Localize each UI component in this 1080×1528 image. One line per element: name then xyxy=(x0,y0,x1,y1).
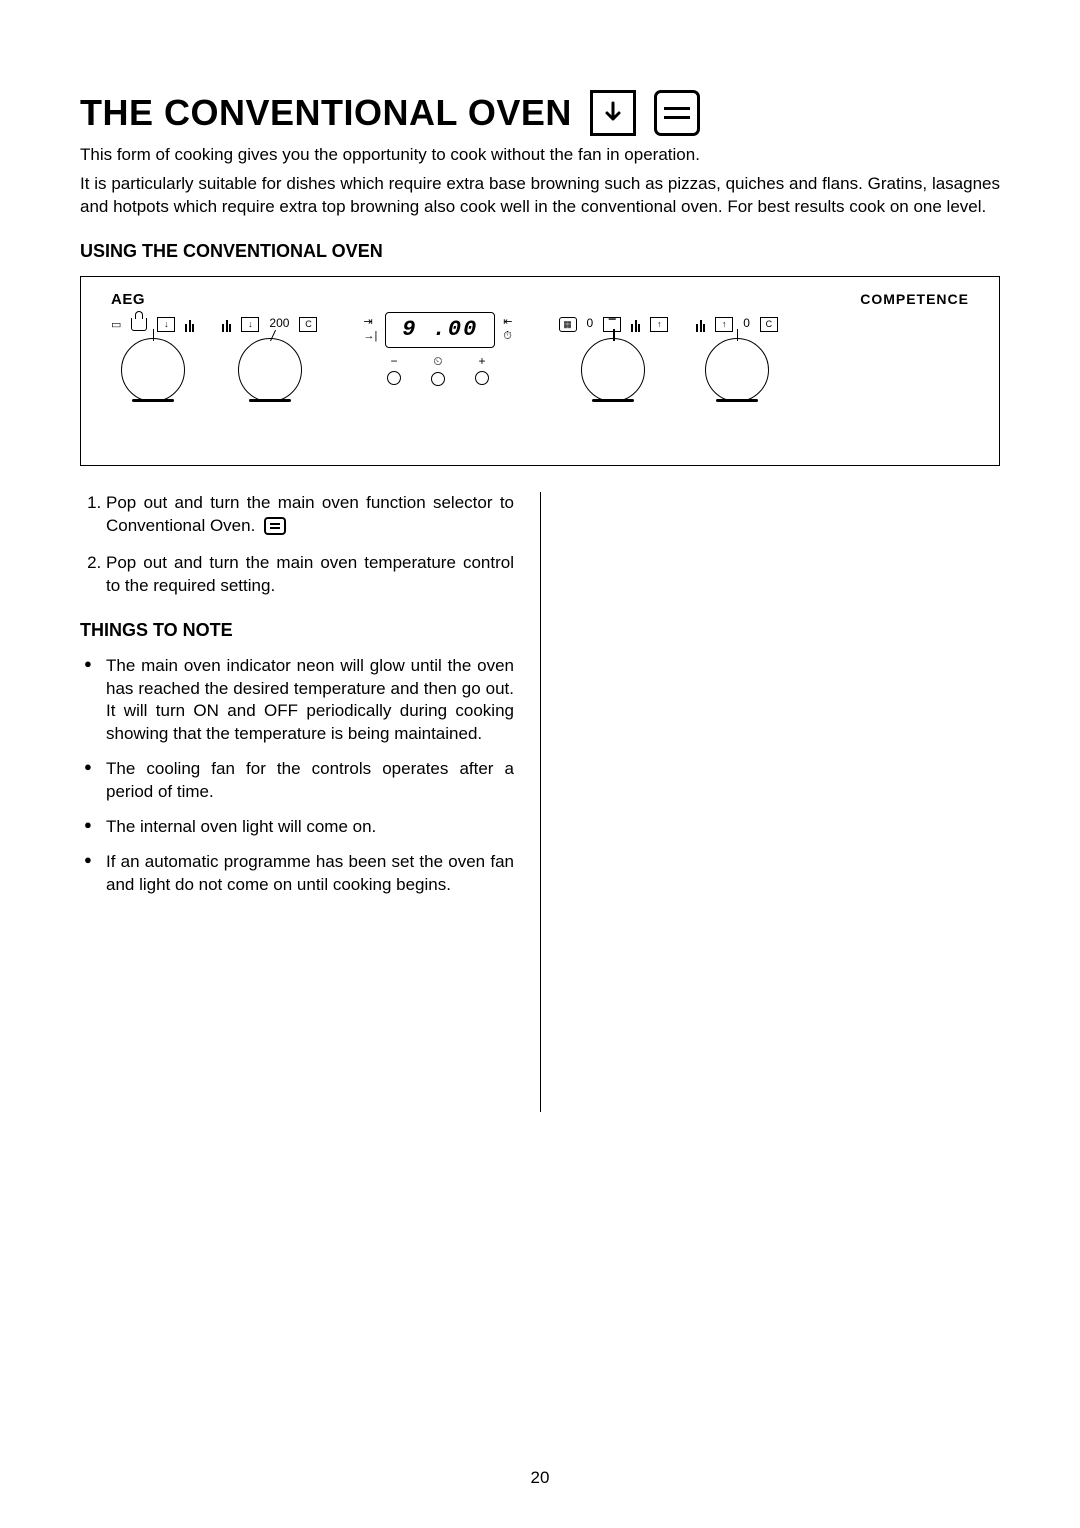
timer-right-icons: ⇤⏱ xyxy=(503,317,512,342)
steps-list: Pop out and turn the main oven function … xyxy=(80,492,514,598)
down-arrow-icon xyxy=(590,90,636,136)
minus-button xyxy=(387,371,401,385)
panel-header: AEG COMPETENCE xyxy=(111,291,969,308)
note-2: The cooling fan for the controls operate… xyxy=(84,758,514,804)
manual-page: THE CONVENTIONAL OVEN This form of cooki… xyxy=(0,0,1080,1528)
cook-time-icon: ⇥ xyxy=(363,317,377,328)
main-function-knob: ▭ ↓ xyxy=(111,314,194,402)
timer-display: 9 .00 xyxy=(385,312,495,348)
note-3: The internal oven light will come on. xyxy=(84,816,514,839)
up-temp-icon: ↑ xyxy=(715,317,733,332)
end-time-icon: →| xyxy=(363,331,377,342)
bars-icon xyxy=(185,318,194,332)
step-1: Pop out and turn the main oven function … xyxy=(106,492,514,538)
notes-list: The main oven indicator neon will glow u… xyxy=(80,655,514,897)
step-2: Pop out and turn the main oven temperatu… xyxy=(106,552,514,598)
minus-icon: − xyxy=(390,354,397,368)
section-using-heading: USING THE CONVENTIONAL OVEN xyxy=(80,241,1000,262)
second-oven-knob-group: ▦ 0 ▔ ↑ ↑ 0 C xyxy=(559,314,778,402)
mode-icon: ⏲ xyxy=(433,354,442,369)
clock-icon: ⏱ xyxy=(503,331,512,342)
top-heat-icon: ▔ xyxy=(603,317,621,332)
page-number: 20 xyxy=(0,1468,1080,1488)
lock-icon xyxy=(131,318,147,331)
bars-icon xyxy=(631,318,640,332)
timer-buttons: − ⏲ + xyxy=(387,354,489,386)
light-icon: ▭ xyxy=(111,318,121,331)
mode-button xyxy=(431,372,445,386)
zero-label: 0 xyxy=(587,316,594,330)
note-1: The main oven indicator neon will glow u… xyxy=(84,655,514,747)
column-divider xyxy=(540,492,541,1112)
celsius-icon-2: C xyxy=(760,317,778,332)
controls-row: ▭ ↓ ↓ 200 C xyxy=(111,314,969,402)
plus-icon: + xyxy=(478,354,485,368)
bars-icon xyxy=(696,318,705,332)
main-oven-knob-group: ▭ ↓ ↓ 200 C xyxy=(111,314,317,402)
two-column-body: Pop out and turn the main oven function … xyxy=(80,492,1000,1112)
down-temp-icon: ↓ xyxy=(241,317,259,332)
brand-label: AEG xyxy=(111,291,145,308)
control-panel-diagram: AEG COMPETENCE ▭ ↓ ↓ xyxy=(80,276,1000,466)
plus-button xyxy=(475,371,489,385)
intro-line-1: This form of cooking gives you the oppor… xyxy=(80,144,1000,167)
conventional-oven-icon xyxy=(654,90,700,136)
main-temp-knob: ↓ 200 C xyxy=(222,314,317,402)
conventional-oven-icon xyxy=(264,517,286,535)
temp-value: 200 xyxy=(269,316,289,330)
celsius-icon: C xyxy=(299,317,317,332)
competence-label: COMPETENCE xyxy=(860,291,969,308)
timer-block: ⇥→| 9 .00 ⇤⏱ − ⏲ + xyxy=(363,312,512,386)
page-title: THE CONVENTIONAL OVEN xyxy=(80,92,572,134)
down-mode-icon: ↓ xyxy=(157,317,175,332)
bars-icon xyxy=(222,318,231,332)
title-row: THE CONVENTIONAL OVEN xyxy=(80,90,1000,136)
things-to-note-heading: THINGS TO NOTE xyxy=(80,620,514,641)
timer-left-icons: ⇥ →| xyxy=(363,317,377,342)
grill-icon: ▦ xyxy=(559,317,577,332)
countdown-icon: ⇤ xyxy=(503,317,512,328)
left-column: Pop out and turn the main oven function … xyxy=(80,492,540,1112)
intro-line-2: It is particularly suitable for dishes w… xyxy=(80,173,1000,219)
second-temp-knob: ↑ 0 C xyxy=(696,314,778,402)
zero-label-2: 0 xyxy=(743,316,750,330)
note-4: If an automatic programme has been set t… xyxy=(84,851,514,897)
second-function-knob: ▦ 0 ▔ ↑ xyxy=(559,314,669,402)
up-mode-icon: ↑ xyxy=(650,317,668,332)
